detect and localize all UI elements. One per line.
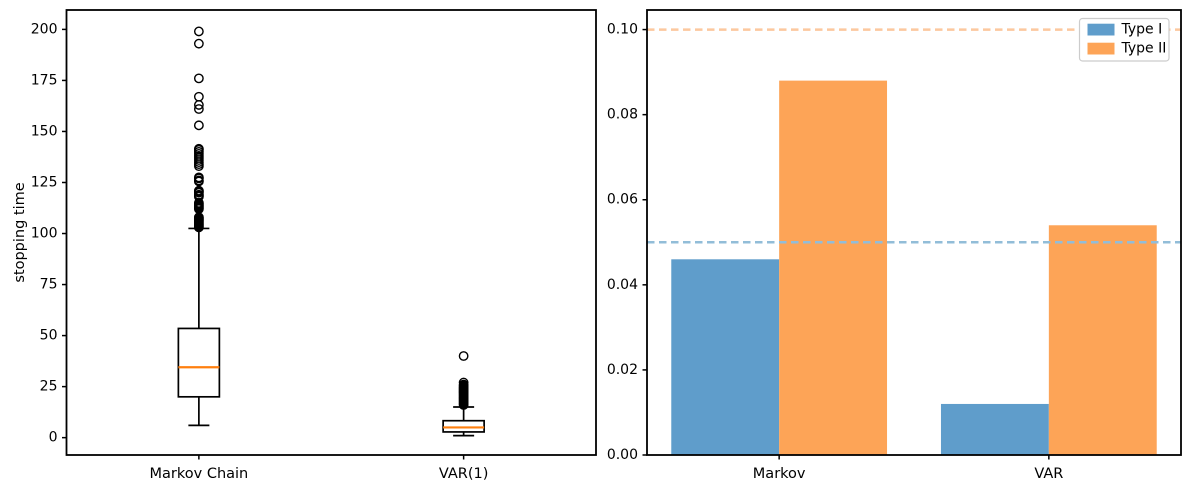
y-tick-label: 100 — [31, 226, 58, 242]
outlier-point — [458, 400, 469, 410]
y-tick-label: 125 — [31, 174, 58, 190]
legend: Type I Type II — [1078, 17, 1170, 62]
y-tick-label: 50 — [40, 328, 58, 344]
iqr-box — [177, 327, 221, 398]
y-axis-label: stopping time — [12, 182, 28, 282]
bar-var-type-i — [940, 403, 1049, 455]
bar-var-type-ii — [1048, 225, 1157, 455]
outlier-point — [193, 100, 204, 110]
x-category-label: Markov — [753, 466, 806, 482]
iqr-box — [442, 419, 485, 433]
y-tick-label: 0 — [49, 430, 58, 446]
box-var-1- — [442, 351, 485, 437]
y-tick-label: 175 — [31, 72, 58, 88]
outlier-point — [193, 104, 204, 114]
legend-label: Type I — [1121, 22, 1163, 38]
axes-spines — [65, 9, 597, 456]
outlier-point — [458, 351, 469, 361]
box-markov-chain — [177, 26, 221, 427]
legend-swatch-type-i — [1087, 23, 1115, 36]
outlier-point — [193, 91, 204, 102]
boxplot-subplot: 0 25 50 75 100 125 150 175 200 Markov Chain VAR(1) — [31, 9, 597, 482]
y-tick-label: 25 — [40, 379, 58, 395]
y-tick-label: 0.02 — [607, 362, 638, 378]
y-tick-label: 200 — [31, 21, 58, 37]
y-tick-label: 0.00 — [607, 447, 638, 463]
legend-label: Type II — [1121, 41, 1167, 57]
y-tick-label: 150 — [31, 123, 58, 139]
outlier-point — [193, 26, 204, 37]
y-tick-label: 0.06 — [607, 192, 638, 208]
outlier-point — [193, 38, 204, 49]
y-tick-label: 0.08 — [607, 107, 638, 123]
y-tick-label: 0.10 — [607, 22, 638, 38]
bar-markov-type-i — [671, 259, 780, 455]
outlier-point — [193, 222, 204, 233]
bar-markov-type-ii — [779, 80, 888, 456]
y-tick-label: 0.04 — [607, 277, 638, 293]
outlier-point — [193, 161, 204, 172]
outlier-point — [193, 120, 204, 131]
x-category-label: Markov Chain — [150, 466, 249, 482]
x-category-label: VAR — [1034, 466, 1063, 482]
y-tick-label: 75 — [40, 277, 58, 293]
axes-spines — [646, 9, 1182, 456]
outlier-point — [193, 176, 204, 187]
outlier-point — [193, 73, 204, 84]
legend-swatch-type-ii — [1087, 42, 1115, 55]
x-category-label: VAR(1) — [439, 466, 489, 482]
